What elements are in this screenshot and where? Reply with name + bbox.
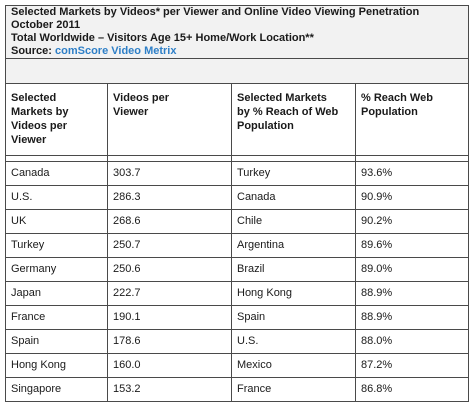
- spacer-row: [4, 58, 470, 84]
- cell-videos-per-viewer: 250.7: [107, 233, 232, 258]
- cell-market-videos: Germany: [5, 257, 108, 282]
- cell-market-reach: Brazil: [231, 257, 356, 282]
- table-row: U.S. 286.3 Canada 90.9%: [5, 185, 470, 210]
- spacer-cell: [4, 58, 470, 84]
- source-line: Source: comScore Video Metrix: [11, 45, 468, 58]
- cell-videos-per-viewer: 303.7: [107, 161, 232, 186]
- cell-reach: 88.9%: [354, 305, 470, 330]
- cell-market-reach: Canada: [231, 185, 356, 210]
- cell-reach: 90.9%: [354, 185, 470, 210]
- column-header-reach-web-population: % Reach Web Population: [354, 83, 470, 156]
- cell-videos-per-viewer: 268.6: [107, 209, 232, 234]
- table-subtitle-audience: Total Worldwide – Visitors Age 15+ Home/…: [11, 32, 314, 44]
- cell-videos-per-viewer: 153.2: [107, 377, 232, 402]
- cell-videos-per-viewer: 160.0: [107, 353, 232, 378]
- cell-market-videos: Hong Kong: [5, 353, 108, 378]
- table-subtitle-date: October 2011: [11, 19, 81, 31]
- table-header: Selected Markets by Videos* per Viewer a…: [4, 5, 470, 59]
- cell-market-videos: U.S.: [5, 185, 108, 210]
- cell-market-reach: Spain: [231, 305, 356, 330]
- cell-market-reach: Mexico: [231, 353, 356, 378]
- table-container: Selected Markets by Videos* per Viewer a…: [4, 5, 470, 402]
- cell-market-reach: Chile: [231, 209, 356, 234]
- cell-market-reach: U.S.: [231, 329, 356, 354]
- cell-market-reach: France: [231, 377, 356, 402]
- cell-market-videos: Turkey: [5, 233, 108, 258]
- table-row: UK 268.6 Chile 90.2%: [5, 209, 470, 234]
- cell-market-videos: Spain: [5, 329, 108, 354]
- table-title: Selected Markets by Videos* per Viewer a…: [11, 6, 420, 18]
- cell-reach: 90.2%: [354, 209, 470, 234]
- cell-reach: 87.2%: [354, 353, 470, 378]
- source-label: Source:: [11, 45, 56, 57]
- column-header-videos-per-viewer: Videos per Viewer: [107, 83, 232, 156]
- table-row: Canada 303.7 Turkey 93.6%: [5, 161, 470, 186]
- cell-market-videos: Canada: [5, 161, 108, 186]
- table-row: Spain 178.6 U.S. 88.0%: [5, 329, 470, 354]
- table-row: Hong Kong 160.0 Mexico 87.2%: [5, 353, 470, 378]
- title-row: Selected Markets by Videos* per Viewer a…: [4, 5, 470, 59]
- table-row: Turkey 250.7 Argentina 89.6%: [5, 233, 470, 258]
- table-row: France 190.1 Spain 88.9%: [5, 305, 470, 330]
- cell-reach: 89.0%: [354, 257, 470, 282]
- cell-market-videos: Singapore: [5, 377, 108, 402]
- cell-market-reach: Turkey: [231, 161, 356, 186]
- cell-market-videos: France: [5, 305, 108, 330]
- cell-videos-per-viewer: 286.3: [107, 185, 232, 210]
- cell-videos-per-viewer: 222.7: [107, 281, 232, 306]
- cell-market-reach: Argentina: [231, 233, 356, 258]
- column-header-row: Selected Markets by Videos per Viewer Video…: [5, 83, 470, 156]
- column-header-market-videos: Selected Markets by Videos per Viewer: [5, 83, 108, 156]
- cell-reach: 88.0%: [354, 329, 470, 354]
- data-table: Selected Markets by Videos* per Viewer a…: [4, 5, 470, 402]
- cell-reach: 88.9%: [354, 281, 470, 306]
- cell-reach: 89.6%: [354, 233, 470, 258]
- source-value: comScore Video Metrix: [55, 45, 177, 57]
- table-row: Germany 250.6 Brazil 89.0%: [5, 257, 470, 282]
- cell-market-reach: Hong Kong: [231, 281, 356, 306]
- cell-reach: 93.6%: [354, 161, 470, 186]
- cell-videos-per-viewer: 250.6: [107, 257, 232, 282]
- table-row: Japan 222.7 Hong Kong 88.9%: [5, 281, 470, 306]
- cell-videos-per-viewer: 178.6: [107, 329, 232, 354]
- cell-reach: 86.8%: [354, 377, 470, 402]
- column-header-market-reach: Selected Markets by % Reach of Web Populat…: [231, 83, 356, 156]
- cell-market-videos: Japan: [5, 281, 108, 306]
- cell-videos-per-viewer: 190.1: [107, 305, 232, 330]
- table-row: Singapore 153.2 France 86.8%: [5, 377, 470, 402]
- cell-market-videos: UK: [5, 209, 108, 234]
